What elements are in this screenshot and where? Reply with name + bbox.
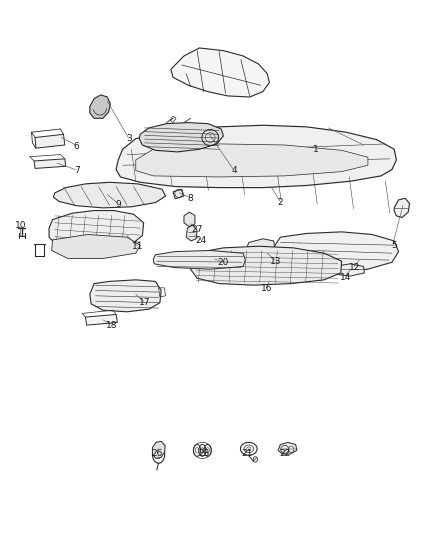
Text: 18: 18 (106, 321, 117, 329)
Polygon shape (173, 189, 184, 199)
Polygon shape (90, 280, 161, 312)
Text: 11: 11 (132, 242, 144, 251)
Text: 1: 1 (312, 145, 318, 154)
Polygon shape (49, 211, 144, 253)
Polygon shape (394, 198, 410, 217)
Polygon shape (136, 144, 368, 177)
Text: 21: 21 (242, 449, 253, 457)
Text: 13: 13 (270, 257, 282, 265)
Text: 12: 12 (349, 263, 360, 272)
Polygon shape (152, 441, 165, 458)
Polygon shape (34, 159, 66, 168)
Polygon shape (171, 48, 269, 97)
Polygon shape (85, 314, 117, 325)
Text: 23: 23 (198, 449, 209, 457)
Text: 26: 26 (151, 449, 162, 457)
Polygon shape (116, 125, 396, 188)
Polygon shape (272, 232, 399, 273)
Polygon shape (333, 264, 364, 276)
Polygon shape (52, 235, 140, 259)
Text: 22: 22 (279, 449, 290, 457)
Text: 6: 6 (74, 142, 80, 150)
Polygon shape (191, 246, 342, 285)
Text: 24: 24 (196, 237, 207, 245)
Text: 27: 27 (191, 225, 203, 233)
Polygon shape (184, 212, 195, 227)
Text: 8: 8 (187, 194, 194, 203)
Polygon shape (35, 134, 65, 148)
Polygon shape (153, 251, 245, 269)
Text: 20: 20 (218, 259, 229, 267)
Polygon shape (278, 442, 297, 454)
Text: 7: 7 (74, 166, 80, 175)
Polygon shape (246, 239, 275, 256)
Text: 3: 3 (126, 134, 132, 143)
Text: 5: 5 (391, 241, 397, 249)
Text: 9: 9 (115, 200, 121, 208)
Text: 4: 4 (232, 166, 237, 175)
Text: 2: 2 (278, 198, 283, 207)
Text: 17: 17 (139, 298, 150, 307)
Text: 14: 14 (340, 273, 352, 281)
Text: 10: 10 (15, 221, 27, 230)
Polygon shape (90, 95, 110, 118)
Polygon shape (53, 182, 166, 208)
Polygon shape (139, 123, 223, 152)
Text: 16: 16 (261, 285, 273, 293)
Polygon shape (186, 225, 197, 241)
